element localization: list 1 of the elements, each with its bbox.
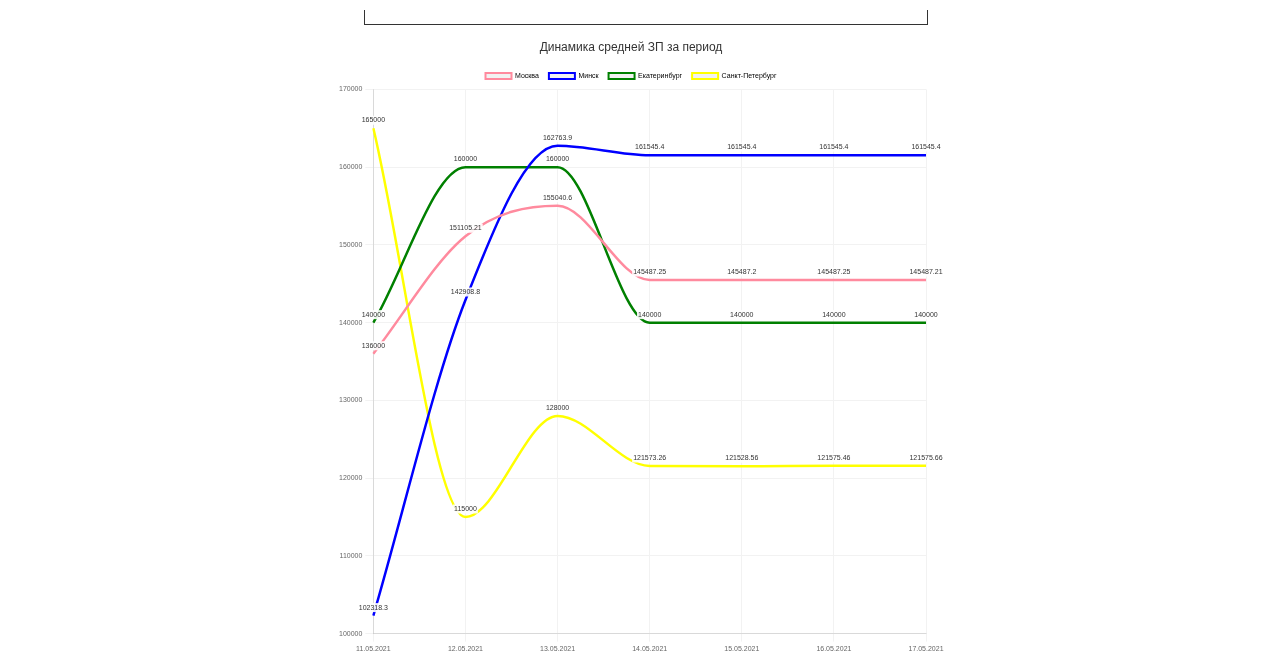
- chart-title: Динамика средней ЗП за период: [539, 39, 723, 54]
